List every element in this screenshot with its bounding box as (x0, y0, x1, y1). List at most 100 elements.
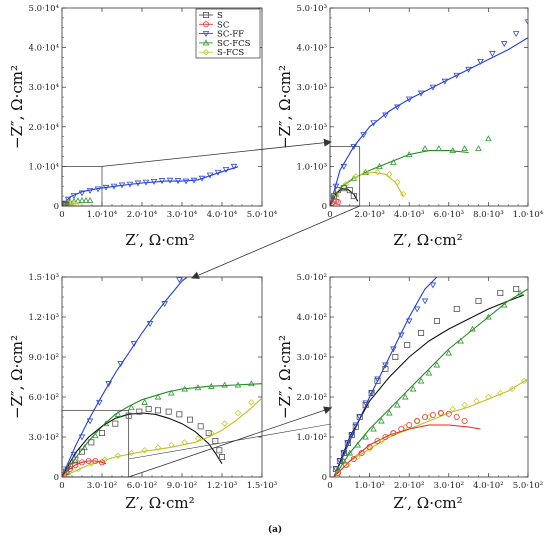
y-tick-label: 4.0·10⁴ (29, 44, 60, 54)
x-tick-label: 2.0·10² (394, 481, 424, 491)
data-point-sc-ff (102, 184, 110, 191)
data-point-s (165, 408, 172, 415)
data-point-sc-ff (524, 19, 528, 26)
data-point-sc (422, 413, 429, 420)
data-point-sc-ff (394, 104, 401, 111)
data-point-s (154, 407, 161, 414)
data-point-sc-ff (222, 167, 230, 173)
data-point-s-fcs (461, 401, 468, 409)
data-point-sc-ff (64, 196, 72, 203)
x-tick-label: 3.0·10⁴ (167, 210, 198, 220)
data-point-sc-ff (70, 451, 78, 458)
y-tick-label: 2.0·10⁴ (29, 123, 60, 133)
legend-marker-sc-ff (202, 31, 210, 38)
data-point-s-fcs (248, 399, 255, 406)
zoom-connector-arrow (101, 138, 332, 167)
fit-line-s (62, 412, 223, 477)
data-point-sc (445, 410, 452, 417)
data-point-sc-ff (142, 179, 150, 186)
data-point-s (418, 329, 425, 336)
data-point-sc-fcs (378, 417, 385, 424)
data-point-sc-fcs (370, 425, 377, 432)
legend-marker-s (202, 11, 209, 18)
data-point-s-fcs (473, 397, 480, 405)
data-point-sc-ff (332, 183, 340, 190)
series-sc (334, 409, 468, 476)
data-point-sc-fcs (194, 384, 202, 391)
x-tick-label: 6.0·10² (127, 481, 157, 491)
x-tick-label: 0 (327, 481, 332, 491)
legend-marker-s-fcs (202, 49, 210, 56)
data-point-sc-ff (206, 172, 214, 179)
x-tick-label: 4.0·10³ (394, 210, 424, 220)
data-point-sc (398, 425, 405, 432)
series-s (63, 405, 225, 475)
data-point-sc-fcs (401, 393, 409, 400)
series-sc-fcs (332, 135, 492, 197)
data-point-sc-fcs (248, 380, 255, 387)
data-point-sc-ff (332, 466, 340, 473)
chart-panel-bottom-left: 0 3.0·10² 6.0·10² 9.0·10² 1.2·10³ 1.5·10³ 0 3.0… (8, 273, 277, 512)
fit-line-sc-fcs (62, 383, 262, 477)
x-tick-label: 5.0·10² (513, 481, 543, 491)
data-point-sc (382, 433, 389, 440)
data-point-sc-ff (182, 178, 190, 185)
data-point-s-fcs (62, 201, 67, 206)
data-point-sc-fcs (128, 404, 135, 411)
data-point-s (346, 187, 353, 194)
data-point-sc-ff (344, 440, 352, 447)
series-sc-ff (62, 163, 238, 206)
x-tick-label: 3.0·10² (434, 481, 464, 491)
data-point-s (216, 447, 223, 454)
series-sc-ff (64, 277, 183, 473)
data-point-sc-ff (96, 399, 103, 406)
data-point-sc-ff (441, 78, 449, 85)
data-point-s-fcs (386, 171, 393, 178)
data-point-sc-fcs (334, 465, 342, 472)
data-point-s-fcs (520, 377, 528, 385)
series-sc-fcs (334, 289, 524, 472)
data-point-s (136, 408, 143, 415)
x-tick-label: 5.0·10⁴ (247, 210, 278, 220)
data-point-s (382, 365, 389, 372)
data-point-s-fcs (374, 169, 381, 176)
data-point-sc-ff (390, 346, 397, 353)
data-point-sc-fcs (433, 361, 441, 368)
x-axis-label: Z′, Ω·cm² (125, 231, 194, 249)
series-sc-ff (332, 282, 437, 473)
data-point-s (99, 429, 106, 436)
data-point-sc-fcs (208, 382, 215, 389)
data-point-s (352, 423, 359, 430)
data-point-sc-ff (405, 318, 413, 325)
x-tick-label: 1.2·10³ (207, 481, 237, 491)
y-tick-label: 0 (322, 473, 327, 483)
fit-line-sc (333, 424, 481, 477)
data-point-sc-ff (336, 458, 344, 465)
data-point-s (350, 193, 357, 200)
data-point-sc-fcs (390, 159, 397, 165)
data-point-sc-ff (134, 180, 142, 187)
data-point-sc-ff (190, 177, 198, 184)
y-tick-label: 4.0·10³ (297, 44, 327, 54)
data-point-sc-ff (150, 178, 158, 185)
data-point-s (145, 405, 152, 412)
x-axis-label: Z′, Ω·cm² (393, 494, 462, 512)
x-tick-label: 3.0·10² (87, 481, 117, 491)
data-point-s-fcs (221, 420, 228, 427)
data-point-sc-ff (126, 181, 134, 188)
y-axis-label: −Z″, Ω·cm² (8, 65, 26, 149)
data-point-sc-fcs (72, 457, 79, 464)
x-tick-label: 1.0·10⁴ (87, 210, 118, 220)
data-layer (332, 277, 528, 477)
data-point-s (205, 429, 212, 436)
data-point-s (497, 289, 504, 296)
data-point-sc-fcs (449, 147, 457, 154)
data-point-sc-ff (86, 418, 94, 425)
data-point-sc-ff (489, 51, 496, 57)
data-layer (330, 19, 528, 206)
legend-label-sc: SC (217, 20, 229, 30)
data-point-sc-ff (176, 277, 183, 284)
data-point-sc-fcs (70, 197, 78, 204)
data-point-sc-ff (453, 72, 460, 79)
